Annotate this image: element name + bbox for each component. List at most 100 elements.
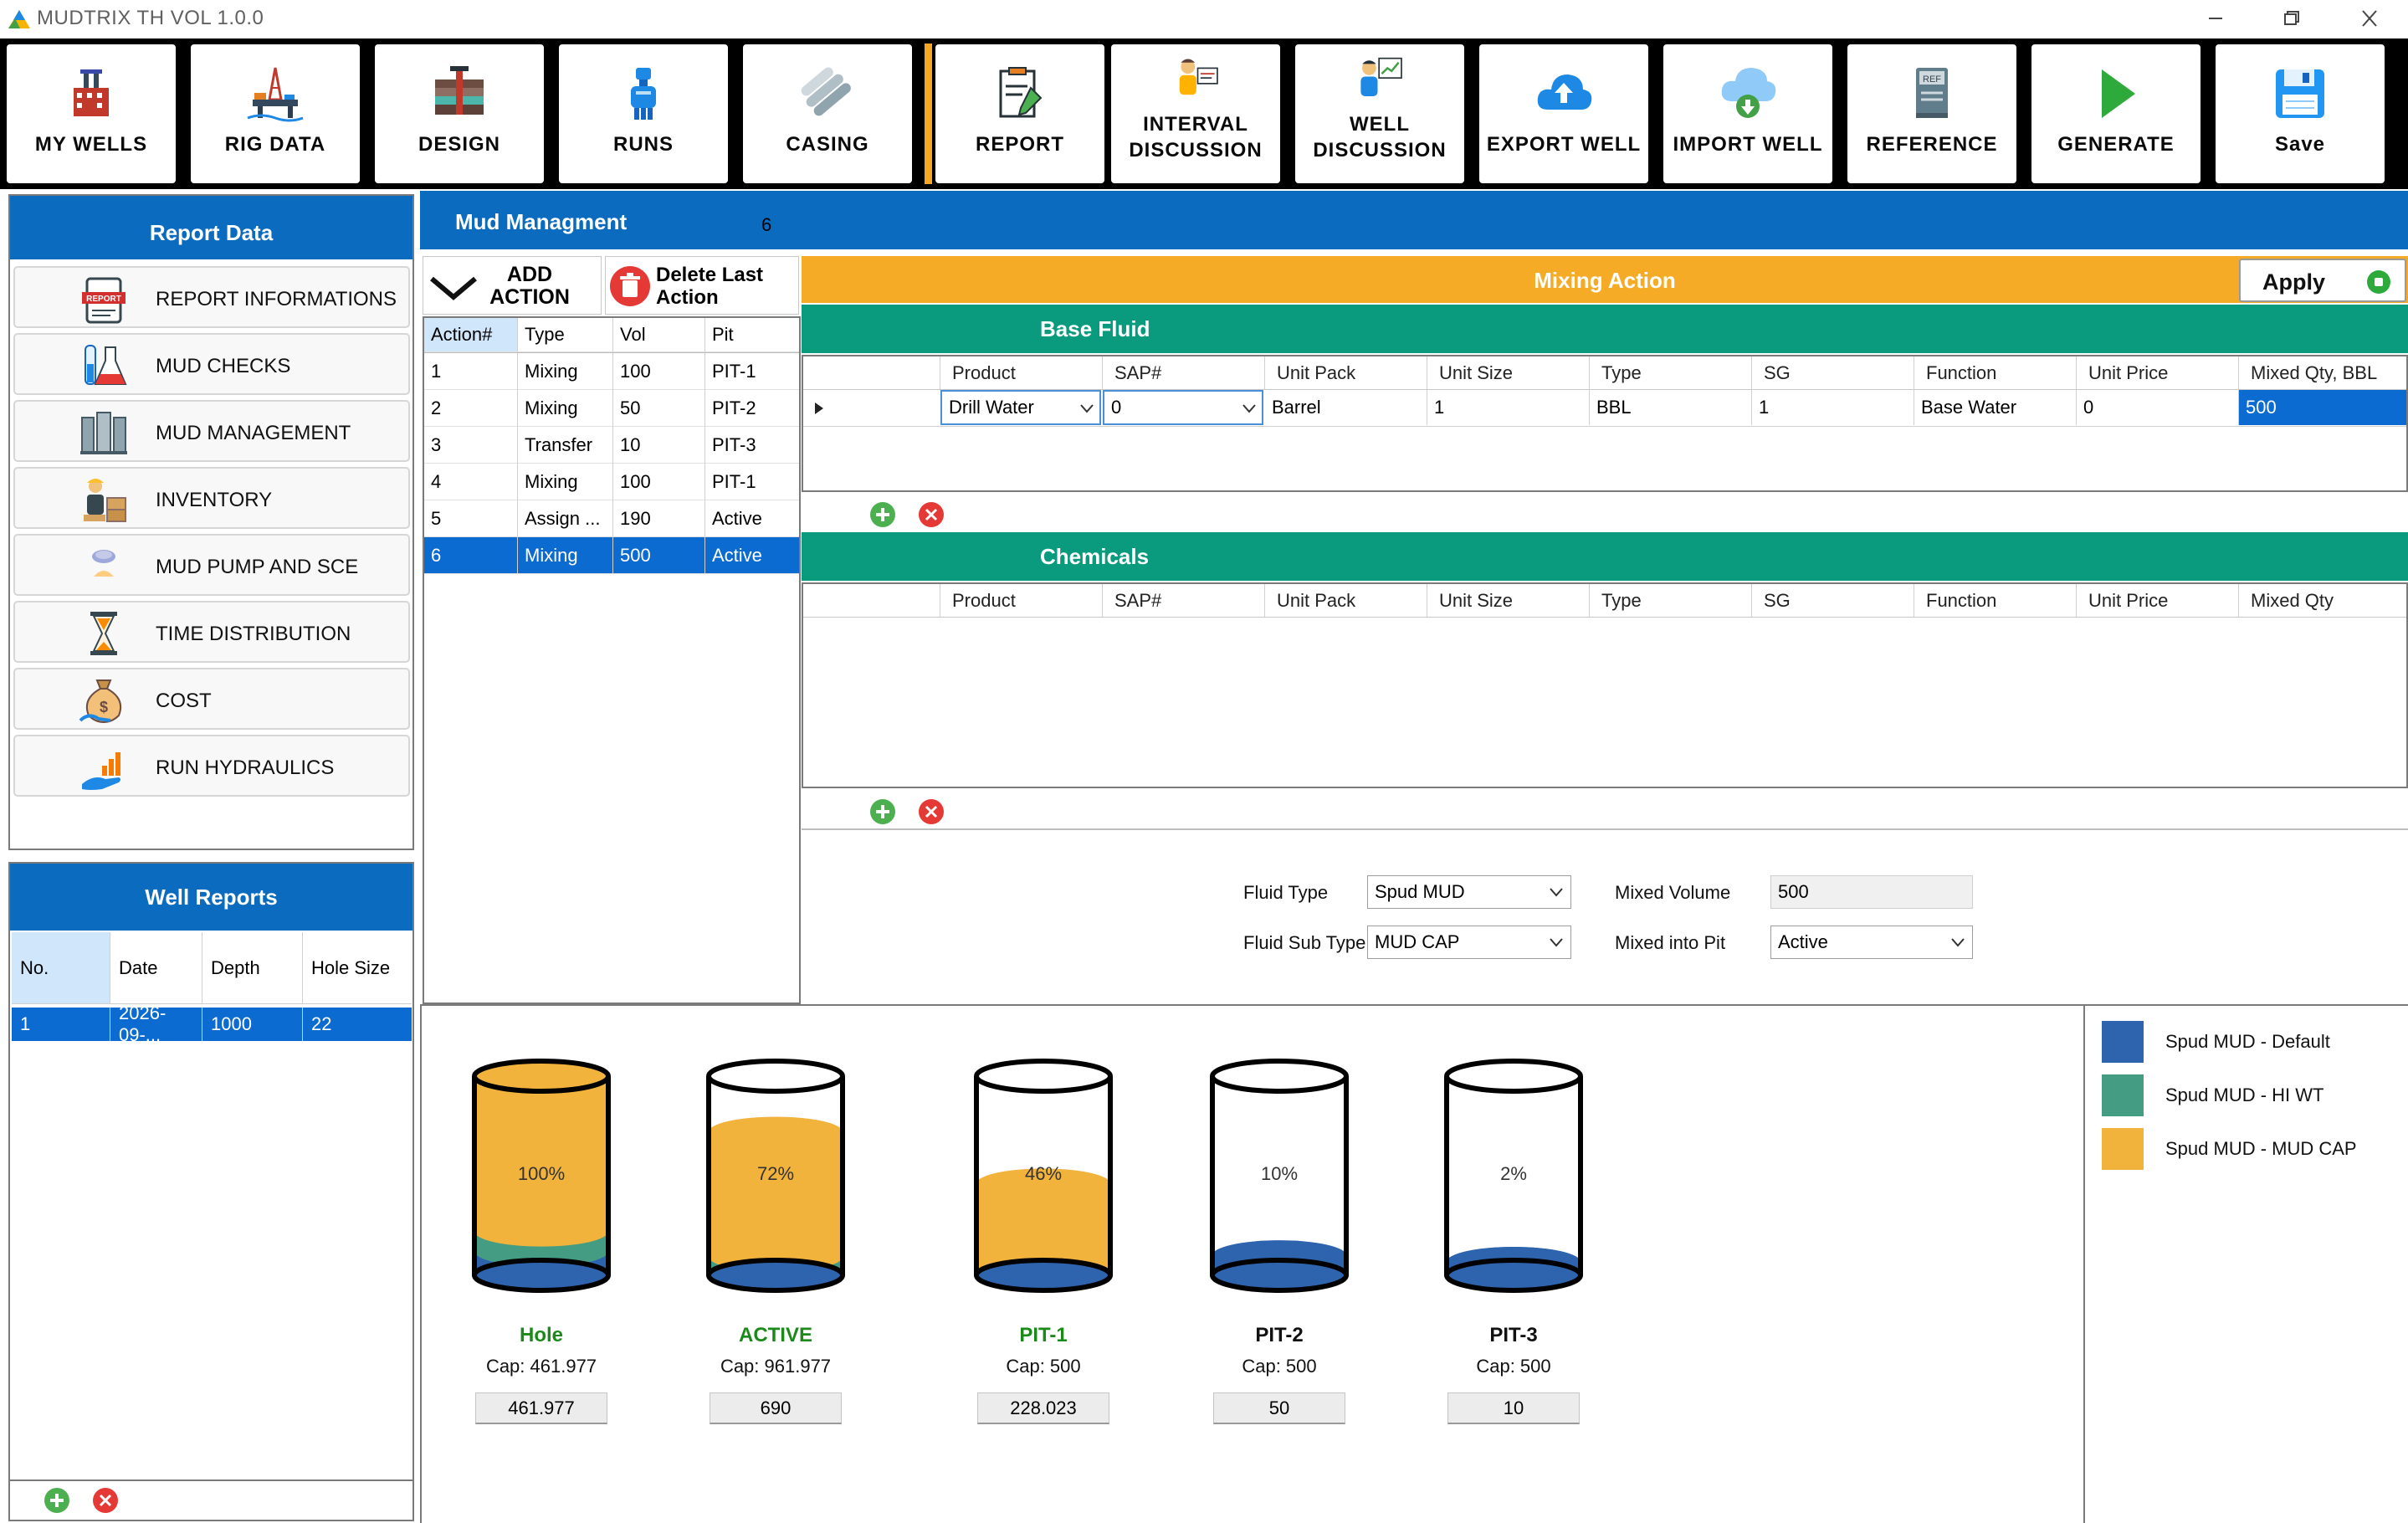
rig-data-button[interactable]: RIG DATA bbox=[191, 44, 360, 183]
tank-fluid-surface bbox=[709, 1116, 843, 1147]
add-base-fluid-button[interactable] bbox=[869, 501, 896, 528]
unit-price-cell[interactable]: 0 bbox=[2077, 390, 2239, 425]
tank-volume-field[interactable]: 461.977 bbox=[475, 1392, 607, 1424]
col-unit-pack-header[interactable]: Unit Pack bbox=[1265, 356, 1427, 390]
table-row[interactable]: 1 2026-09-... 1000 22 bbox=[12, 1003, 412, 1045]
col-sap-header[interactable]: SAP# bbox=[1103, 356, 1265, 390]
menu-mud-management[interactable]: MUD MANAGEMENT bbox=[13, 400, 410, 462]
hourglass-icon bbox=[77, 607, 131, 660]
col-type-header[interactable]: Type bbox=[518, 318, 613, 352]
interval-discussion-button[interactable]: INTERVAL DISCUSSION bbox=[1111, 44, 1280, 183]
report-button[interactable]: REPORT bbox=[935, 44, 1104, 183]
table-row-selected[interactable]: 6 Mixing 500 Active bbox=[424, 537, 799, 574]
runs-button[interactable]: RUNS bbox=[559, 44, 728, 183]
col-unit-size-header[interactable]: Unit Size bbox=[1427, 356, 1590, 390]
my-wells-button[interactable]: MY WELLS bbox=[7, 44, 176, 183]
well-reports-header-row: No. Date Depth Hole Size bbox=[12, 932, 412, 1004]
delete-last-action-button[interactable]: Delete Last Action bbox=[605, 256, 799, 315]
menu-time-distribution[interactable]: TIME DISTRIBUTION bbox=[13, 601, 410, 663]
col-vol-header[interactable]: Vol bbox=[613, 318, 705, 352]
tank-volume-field[interactable]: 50 bbox=[1213, 1392, 1345, 1424]
col-function-header[interactable]: Function bbox=[1914, 584, 2077, 618]
col-action-num-header[interactable]: Action# bbox=[424, 318, 518, 352]
col-hole-size-header[interactable]: Hole Size bbox=[311, 956, 391, 978]
col-unit-size-header[interactable]: Unit Size bbox=[1427, 584, 1590, 618]
tank-volume-field[interactable]: 690 bbox=[710, 1392, 842, 1424]
function-cell[interactable]: Base Water bbox=[1914, 390, 2077, 425]
sg-cell[interactable]: 1 bbox=[1752, 390, 1914, 425]
col-depth-header[interactable]: Depth bbox=[202, 932, 303, 1003]
col-type-header[interactable]: Type bbox=[1590, 356, 1752, 390]
casing-icon bbox=[743, 63, 912, 125]
casing-button[interactable]: CASING bbox=[743, 44, 912, 183]
unit-size-cell[interactable]: 1 bbox=[1427, 390, 1590, 425]
add-report-button[interactable] bbox=[44, 1487, 70, 1514]
menu-report-informations[interactable]: REPORT REPORT INFORMATIONS bbox=[13, 266, 410, 328]
remove-base-fluid-button[interactable] bbox=[918, 501, 945, 528]
col-unit-pack-header[interactable]: Unit Pack bbox=[1265, 584, 1427, 618]
table-row[interactable]: 2 Mixing 50 PIT-2 bbox=[424, 390, 799, 427]
sap-combo[interactable]: 0 bbox=[1103, 390, 1263, 425]
unit-pack-cell[interactable]: Barrel bbox=[1265, 390, 1427, 425]
col-type-header[interactable]: Type bbox=[1590, 584, 1752, 618]
chevron-down-icon bbox=[1550, 888, 1563, 897]
menu-mud-pump-and-sce[interactable]: MUD PUMP AND SCE bbox=[13, 534, 410, 596]
design-button[interactable]: DESIGN bbox=[375, 44, 544, 183]
col-sg-header[interactable]: SG bbox=[1752, 356, 1914, 390]
col-date-header[interactable]: Date bbox=[110, 932, 202, 1003]
plus-icon bbox=[870, 799, 895, 824]
add-action-button[interactable]: ADD ACTION bbox=[423, 256, 602, 315]
reference-button[interactable]: REF REFERENCE bbox=[1847, 44, 2016, 183]
col-pit-header[interactable]: Pit bbox=[705, 318, 799, 352]
tank-capacity: Cap: 500 bbox=[1476, 1356, 1551, 1377]
table-row[interactable]: 1 Mixing 100 PIT-1 bbox=[424, 353, 799, 390]
report-data-panel: Report Data REPORT REPORT INFORMATIONS M… bbox=[8, 194, 414, 850]
col-product-header[interactable]: Product bbox=[940, 584, 1103, 618]
mixed-volume-field[interactable]: 500 bbox=[1770, 875, 1973, 909]
generate-button[interactable]: GENERATE bbox=[2031, 44, 2201, 183]
generate-label: GENERATE bbox=[2057, 133, 2175, 156]
mixing-action-title: Mixing Action bbox=[1534, 268, 1676, 293]
well-discussion-button[interactable]: WELL DISCUSSION bbox=[1295, 44, 1464, 183]
close-window-button[interactable] bbox=[2353, 5, 2386, 32]
tank-volume-field[interactable]: 228.023 bbox=[977, 1392, 1109, 1424]
export-well-button[interactable]: EXPORT WELL bbox=[1479, 44, 1648, 183]
col-no-header[interactable]: No. bbox=[12, 932, 110, 1003]
save-button[interactable]: Save bbox=[2216, 44, 2385, 183]
menu-run-hydraulics[interactable]: RUN HYDRAULICS bbox=[13, 735, 410, 797]
col-unit-price-header[interactable]: Unit Price bbox=[2077, 356, 2239, 390]
col-product-header[interactable]: Product bbox=[940, 356, 1103, 390]
menu-inventory-label: INVENTORY bbox=[156, 489, 273, 511]
col-sg-header[interactable]: SG bbox=[1752, 584, 1914, 618]
tank-fill-mud-cap bbox=[976, 1168, 1110, 1282]
col-mixed-qty-header[interactable]: Mixed Qty bbox=[2239, 584, 2406, 618]
table-row[interactable]: 3 Transfer 10 PIT-3 bbox=[424, 427, 799, 464]
type-cell[interactable]: BBL bbox=[1590, 390, 1752, 425]
apply-button[interactable]: Apply bbox=[2239, 259, 2406, 302]
col-mixed-qty-header[interactable]: Mixed Qty, BBL bbox=[2239, 356, 2406, 390]
tank-volume-field[interactable]: 10 bbox=[1447, 1392, 1580, 1424]
menu-cost[interactable]: $ COST bbox=[13, 668, 410, 730]
col-function-header[interactable]: Function bbox=[1914, 356, 2077, 390]
fluid-type-select[interactable]: Spud MUD bbox=[1367, 875, 1571, 909]
mixed-into-pit-select[interactable]: Active bbox=[1770, 926, 1973, 959]
table-row[interactable]: 4 Mixing 100 PIT-1 bbox=[424, 464, 799, 500]
table-row[interactable]: Drill Water 0 Barrel 1 BBL 1 Base Water … bbox=[803, 390, 2406, 427]
add-chemical-button[interactable] bbox=[869, 798, 896, 825]
restore-button[interactable] bbox=[2274, 5, 2308, 32]
remove-chemical-button[interactable] bbox=[918, 798, 945, 825]
minimize-button[interactable] bbox=[2199, 5, 2232, 32]
col-unit-price-header[interactable]: Unit Price bbox=[2077, 584, 2239, 618]
chemicals-title: Chemicals bbox=[1040, 544, 1150, 569]
delete-report-button[interactable] bbox=[92, 1487, 119, 1514]
tank-bottom bbox=[1210, 1258, 1349, 1293]
product-combo[interactable]: Drill Water bbox=[940, 390, 1101, 425]
apply-check-icon bbox=[2367, 270, 2390, 294]
table-row[interactable]: 5 Assign ... 190 Active bbox=[424, 500, 799, 537]
fluid-sub-type-select[interactable]: MUD CAP bbox=[1367, 926, 1571, 959]
mixed-qty-cell[interactable]: 500 bbox=[2239, 390, 2406, 425]
import-well-button[interactable]: IMPORT WELL bbox=[1663, 44, 1832, 183]
col-sap-header[interactable]: SAP# bbox=[1103, 584, 1265, 618]
menu-mud-checks[interactable]: MUD CHECKS bbox=[13, 333, 410, 395]
menu-inventory[interactable]: INVENTORY bbox=[13, 467, 410, 529]
